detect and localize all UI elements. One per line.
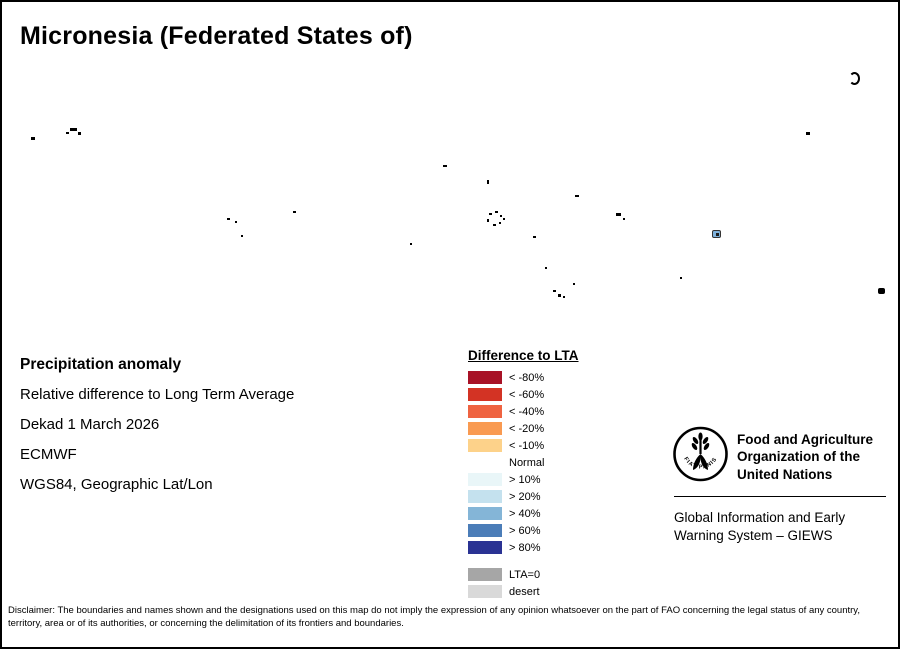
product-source: ECMWF xyxy=(20,446,77,463)
legend-item: < -20% xyxy=(468,420,579,437)
legend-swatch xyxy=(468,490,502,503)
legend-swatch xyxy=(468,541,502,554)
legend-swatch xyxy=(468,524,502,537)
legend-label: < -10% xyxy=(509,439,545,452)
island-dot xyxy=(487,219,489,222)
legend-swatch xyxy=(468,507,502,520)
island-dot xyxy=(616,213,621,216)
island-dot xyxy=(487,180,489,184)
island-dot xyxy=(558,294,561,297)
legend-label: > 80% xyxy=(509,541,541,554)
island-dot xyxy=(533,236,536,238)
island-dot xyxy=(878,288,885,294)
fao-logo: FIAT PANIS xyxy=(672,424,729,484)
legend-label: > 20% xyxy=(509,490,541,503)
island-dot xyxy=(500,215,502,217)
legend-swatch xyxy=(468,456,502,469)
island-dot xyxy=(573,283,575,285)
legend-swatch xyxy=(468,388,502,401)
island-dot xyxy=(293,211,296,213)
island-dot xyxy=(553,290,556,292)
island-dot xyxy=(227,218,230,220)
island-dot xyxy=(806,132,810,135)
island-dot xyxy=(66,132,69,134)
legend-label: > 10% xyxy=(509,473,541,486)
product-dekad: Dekad 1 March 2026 xyxy=(20,416,160,433)
legend: Difference to LTA < -80% < -60% < -40% < -2… xyxy=(468,348,579,600)
island-dot xyxy=(493,224,496,226)
legend-title: Difference to LTA xyxy=(468,348,579,363)
legend-swatch xyxy=(468,422,502,435)
legend-label: < -20% xyxy=(509,422,545,435)
island-dot xyxy=(499,222,501,224)
legend-item: < -40% xyxy=(468,403,579,420)
island-dot xyxy=(410,243,412,245)
island-dot xyxy=(503,218,505,220)
island-dot xyxy=(78,132,81,135)
legend-label: < -40% xyxy=(509,405,545,418)
island-dot xyxy=(241,235,243,237)
island-dot xyxy=(495,211,498,213)
legend-label: > 60% xyxy=(509,524,541,537)
legend-label: Normal xyxy=(509,456,545,469)
legend-item: LTA=0 xyxy=(468,566,579,583)
legend-swatch xyxy=(468,568,502,581)
legend-item: desert xyxy=(468,583,579,600)
product-projection: WGS84, Geographic Lat/Lon xyxy=(20,476,213,493)
legend-swatch xyxy=(468,371,502,384)
atoll-ring-island xyxy=(849,72,860,85)
legend-label: desert xyxy=(509,585,540,598)
legend-item: > 40% xyxy=(468,505,579,522)
island-dot xyxy=(563,296,565,298)
fao-wheat-icon: FIAT PANIS xyxy=(673,426,728,482)
legend-swatch xyxy=(468,473,502,486)
island-dot xyxy=(235,221,237,223)
disclaimer-text: Disclaimer: The boundaries and names sho… xyxy=(8,605,860,629)
island-dot xyxy=(70,128,77,131)
island-dot xyxy=(545,267,547,269)
legend-label: LTA=0 xyxy=(509,568,541,581)
legend-item: < -60% xyxy=(468,386,579,403)
map-metadata-block: Precipitation anomaly Relative differenc… xyxy=(20,350,294,500)
legend-label: < -60% xyxy=(509,388,545,401)
legend-item: > 20% xyxy=(468,488,579,505)
island-dot xyxy=(575,195,579,197)
island-dot xyxy=(443,165,447,167)
legend-item: > 80% xyxy=(468,539,579,556)
legend-swatch xyxy=(468,585,502,598)
fao-org-name: Food and Agriculture Organization of the… xyxy=(737,432,873,482)
legend-item: Normal xyxy=(468,454,579,471)
legend-label: < -80% xyxy=(509,371,545,384)
island-dot xyxy=(489,213,492,215)
legend-item: < -80% xyxy=(468,369,579,386)
legend-item: < -10% xyxy=(468,437,579,454)
island-dot xyxy=(680,277,682,279)
legend-swatch xyxy=(468,439,502,452)
island-dot xyxy=(716,233,719,236)
legend-label: > 40% xyxy=(509,507,541,520)
legend-item: > 10% xyxy=(468,471,579,488)
island-dot xyxy=(31,137,35,140)
island-dot xyxy=(623,218,625,220)
legend-items: < -80% < -60% < -40% < -20% < -10% Normal > 10… xyxy=(468,369,579,600)
fao-divider xyxy=(674,496,886,497)
product-heading: Precipitation anomaly xyxy=(20,356,182,373)
product-description: Relative difference to Long Term Average xyxy=(20,386,295,403)
legend-swatch xyxy=(468,405,502,418)
legend-item: > 60% xyxy=(468,522,579,539)
giews-label: Global Information and Early Warning Sys… xyxy=(674,510,846,543)
page-title: Micronesia (Federated States of) xyxy=(20,22,413,50)
